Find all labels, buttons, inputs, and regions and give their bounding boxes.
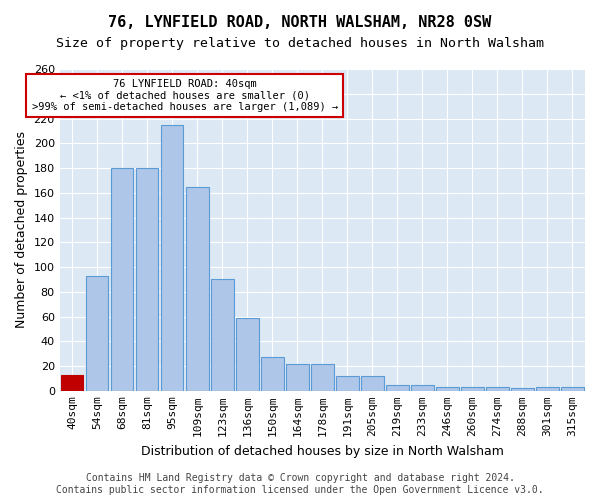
Bar bbox=[111, 168, 133, 391]
Bar bbox=[136, 168, 158, 391]
Bar bbox=[61, 374, 83, 391]
X-axis label: Distribution of detached houses by size in North Walsham: Distribution of detached houses by size … bbox=[141, 444, 504, 458]
Bar bbox=[186, 186, 209, 391]
Bar bbox=[161, 124, 184, 391]
Bar bbox=[336, 376, 359, 391]
Bar bbox=[311, 364, 334, 391]
Text: Size of property relative to detached houses in North Walsham: Size of property relative to detached ho… bbox=[56, 38, 544, 51]
Bar bbox=[461, 387, 484, 391]
Text: Contains HM Land Registry data © Crown copyright and database right 2024.
Contai: Contains HM Land Registry data © Crown c… bbox=[56, 474, 544, 495]
Text: 76 LYNFIELD ROAD: 40sqm
← <1% of detached houses are smaller (0)
>99% of semi-de: 76 LYNFIELD ROAD: 40sqm ← <1% of detache… bbox=[32, 79, 338, 112]
Text: 76, LYNFIELD ROAD, NORTH WALSHAM, NR28 0SW: 76, LYNFIELD ROAD, NORTH WALSHAM, NR28 0… bbox=[109, 15, 491, 30]
Bar bbox=[86, 276, 109, 391]
Bar bbox=[561, 387, 584, 391]
Bar bbox=[286, 364, 308, 391]
Bar bbox=[261, 358, 284, 391]
Bar bbox=[411, 384, 434, 391]
Bar bbox=[361, 376, 383, 391]
Y-axis label: Number of detached properties: Number of detached properties bbox=[15, 132, 28, 328]
Bar bbox=[536, 387, 559, 391]
Bar bbox=[236, 318, 259, 391]
Bar bbox=[386, 384, 409, 391]
Bar bbox=[511, 388, 534, 391]
Bar bbox=[211, 280, 233, 391]
Bar bbox=[436, 387, 458, 391]
Bar bbox=[486, 387, 509, 391]
